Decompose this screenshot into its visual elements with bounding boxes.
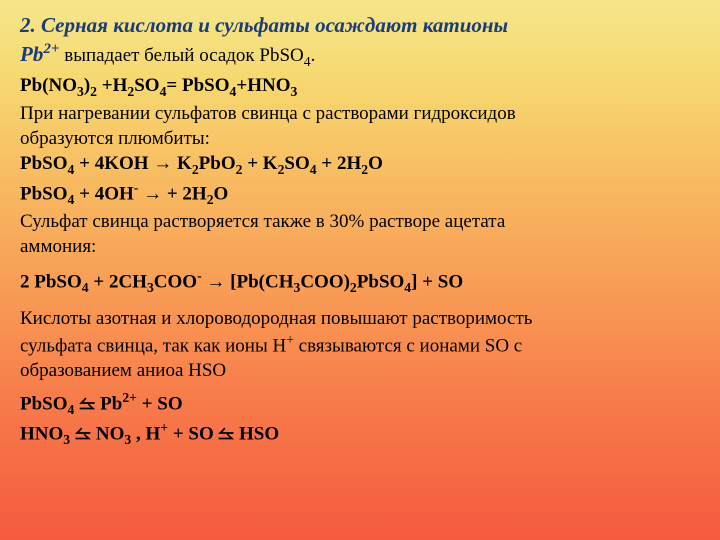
e1s2: 2 (90, 84, 97, 99)
e2e: SO (284, 153, 309, 174)
slide-title: 2. Серная кислота и сульфаты осаждают ка… (20, 12, 700, 38)
e1s1: 3 (77, 84, 84, 99)
e1c: +H (97, 75, 127, 96)
e6a: HNO (20, 424, 63, 445)
dot1: . (311, 45, 316, 66)
e4e: COO) (300, 272, 350, 293)
e1f: +HNO (236, 75, 290, 96)
equation-1: Pb(NO3)2 +H2SO4= PbSO4+HNO3 (20, 73, 700, 101)
para3a: Кислоты азотная и хлороводородная повыша… (20, 306, 700, 331)
e3b: + 4OH (74, 183, 133, 204)
e3s2: 2 (207, 192, 214, 207)
e2s2: 2 (192, 162, 199, 177)
e5c: + SO (137, 393, 183, 414)
e1s6: 3 (290, 84, 297, 99)
e2b: + 4KOH → K (74, 153, 191, 174)
e3d: O (214, 183, 229, 204)
e1e: = PbSO (166, 75, 229, 96)
subtitle-rest: выпадает белый осадок PbSO (60, 45, 304, 66)
e5sup: 2+ (122, 390, 137, 405)
s4a: 4 (304, 54, 311, 69)
e4b: + 2CH (89, 272, 147, 293)
p3b2: связываются с ионами SO с (294, 335, 522, 356)
e4s4: 2 (350, 280, 357, 295)
e2d: + K (242, 153, 277, 174)
e4c: COO (154, 272, 197, 293)
equation-3: PbSO4 + 4OH- → + 2H2O (20, 179, 700, 209)
sub4a: 4 (304, 45, 311, 66)
e2f: + 2H (317, 153, 362, 174)
e2a: PbSO (20, 153, 68, 174)
e6sup: + (160, 420, 168, 435)
e1a: Pb(NO (20, 75, 77, 96)
harpoon2: ⥦ (70, 424, 96, 445)
equation-4: 2 PbSO4 + 2CH3COO- → [Pb(CH3COO)2PbSO4] … (20, 267, 700, 297)
pb-text: Pb (20, 42, 43, 66)
para2b: аммония: (20, 234, 700, 259)
e4f: PbSO (357, 272, 405, 293)
e4d: → [Pb(CH (202, 272, 294, 293)
equation-2: PbSO4 + 4KOH → K2PbO2 + K2SO4 + 2H2O (20, 151, 700, 179)
e1d: SO (134, 75, 159, 96)
p3bsup: + (286, 332, 294, 347)
p3b1: сульфата свинца, так как ионы H (20, 335, 286, 356)
subtitle: Pb2+ выпадает белый осадок PbSO4. (20, 40, 700, 71)
para1a: При нагревании сульфатов свинца с раство… (20, 101, 700, 126)
e4a: 2 PbSO (20, 272, 82, 293)
e5a: PbSO (20, 393, 68, 414)
e6c: , H (131, 424, 160, 445)
slide-container: 2. Серная кислота и сульфаты осаждают ка… (0, 0, 720, 461)
harpoon1: ⥦ (74, 393, 100, 414)
e4g: ] + SO (411, 272, 463, 293)
para2a: Сульфат свинца растворяется также в 30% … (20, 209, 700, 234)
para3b: сульфата свинца, так как ионы H+ связыва… (20, 331, 700, 358)
harpoon3: ⥦ (219, 424, 239, 445)
e4s2: 3 (147, 280, 154, 295)
e2c: PbO (199, 153, 236, 174)
e6b: NO (96, 424, 125, 445)
e2g: O (368, 153, 383, 174)
equation-6: HNO3 ⥦ NO3 , H+ + SO ⥦ HSO (20, 419, 700, 449)
e5b: Pb (100, 393, 122, 414)
e2s5: 4 (310, 162, 317, 177)
e6e: HSO (239, 424, 279, 445)
e3c: → + 2H (138, 183, 206, 204)
e6d: + SO (168, 424, 218, 445)
pb2-symbol: Pb2+ (20, 42, 60, 66)
e4s1: 4 (82, 280, 89, 295)
para3c: образованием аниоа HSO (20, 358, 700, 383)
pb-sup: 2+ (43, 41, 59, 57)
equation-5: PbSO4 ⥦ Pb2+ + SO (20, 389, 700, 419)
para1b: образуются плюмбиты: (20, 126, 700, 151)
e3a: PbSO (20, 183, 68, 204)
